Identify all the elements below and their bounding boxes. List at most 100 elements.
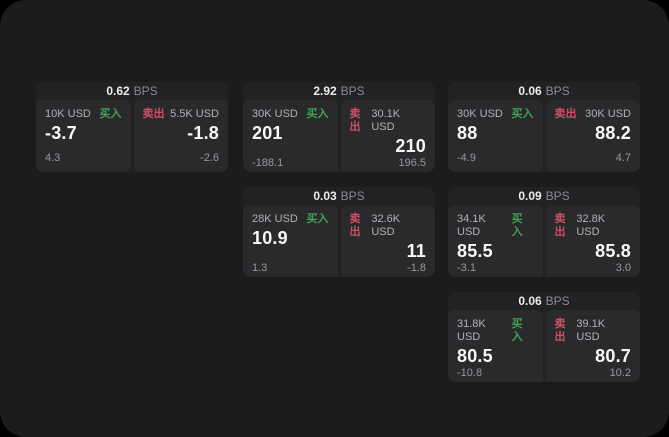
sell-tile[interactable]: 卖出 39.1K USD 80.7 10.2 bbox=[545, 310, 640, 382]
buy-price: 85.5 bbox=[457, 241, 493, 261]
buy-label: 买入 bbox=[511, 318, 523, 343]
sell-price: -1.8 bbox=[187, 123, 219, 143]
buy-label: 买入 bbox=[511, 213, 523, 238]
spread-value: 2.92 bbox=[313, 84, 337, 98]
spread-value: 0.09 bbox=[518, 189, 542, 203]
quote-card: 0.06 BPS 30K USD 买入 88 -4.9 卖出 30K USD 8… bbox=[448, 82, 640, 172]
quote-card-body: 28K USD 买入 10.9 1.3 卖出 32.6K USD 11 -1.8 bbox=[243, 205, 435, 277]
sell-price: 210 bbox=[395, 136, 426, 156]
spread-value: 0.03 bbox=[313, 189, 337, 203]
buy-amount: 30K USD bbox=[457, 108, 503, 120]
spread-header: 0.06 BPS bbox=[448, 82, 640, 100]
buy-tile[interactable]: 10K USD 买入 -3.7 4.3 bbox=[36, 100, 131, 172]
buy-tile-header: 31.8K USD 买入 bbox=[457, 318, 534, 344]
buy-tile[interactable]: 30K USD 买入 88 -4.9 bbox=[448, 100, 543, 172]
spread-header: 0.03 BPS bbox=[243, 187, 435, 205]
sell-price: 80.7 bbox=[595, 346, 631, 366]
sell-price: 11 bbox=[406, 241, 426, 261]
spread-header: 2.92 BPS bbox=[243, 82, 435, 100]
sell-tile[interactable]: 卖出 30K USD 88.2 4.7 bbox=[545, 100, 640, 172]
spread-header: 0.09 BPS bbox=[448, 187, 640, 205]
sell-tile[interactable]: 卖出 5.5K USD -1.8 -2.6 bbox=[133, 100, 228, 172]
sell-tile[interactable]: 卖出 30.1K USD 210 196.5 bbox=[340, 100, 435, 172]
buy-tile[interactable]: 28K USD 买入 10.9 1.3 bbox=[243, 205, 338, 277]
sell-delta: 196.5 bbox=[398, 157, 426, 169]
buy-tile-header: 28K USD 买入 bbox=[252, 213, 329, 226]
sell-tile-header: 卖出 32.6K USD bbox=[350, 213, 427, 239]
sell-amount: 30.1K USD bbox=[371, 108, 401, 133]
buy-tile-header: 30K USD 买入 bbox=[457, 108, 534, 121]
quote-card-body: 31.8K USD 买入 80.5 -10.8 卖出 39.1K USD 80.… bbox=[448, 310, 640, 382]
quote-card: 2.92 BPS 30K USD 买入 201 -188.1 卖出 30.1K … bbox=[243, 82, 435, 172]
spread-value: 0.06 bbox=[518, 294, 542, 308]
spread-unit-label: BPS bbox=[545, 189, 570, 203]
quote-card-body: 30K USD 买入 88 -4.9 卖出 30K USD 88.2 4.7 bbox=[448, 100, 640, 172]
spread-header: 0.06 BPS bbox=[448, 292, 640, 310]
buy-label: 买入 bbox=[306, 108, 329, 120]
spread-unit-label: BPS bbox=[340, 189, 365, 203]
buy-amount: 30K USD bbox=[252, 108, 298, 120]
buy-label: 买入 bbox=[511, 108, 534, 120]
sell-label: 卖出 bbox=[349, 213, 361, 238]
sell-tile-header: 卖出 32.8K USD bbox=[555, 213, 632, 239]
sell-price: 88.2 bbox=[595, 123, 631, 143]
quote-card: 0.62 BPS 10K USD 买入 -3.7 4.3 卖出 5.5K USD… bbox=[36, 82, 228, 172]
sell-label: 卖出 bbox=[142, 108, 165, 120]
sell-delta: -1.8 bbox=[407, 262, 426, 274]
sell-delta: 10.2 bbox=[609, 367, 631, 379]
sell-label: 卖出 bbox=[554, 213, 566, 238]
sell-tile[interactable]: 卖出 32.6K USD 11 -1.8 bbox=[340, 205, 435, 277]
sell-tile-header: 卖出 5.5K USD bbox=[143, 108, 220, 121]
spread-value: 0.06 bbox=[518, 84, 542, 98]
spread-unit-label: BPS bbox=[545, 84, 570, 98]
buy-amount: 31.8K USD bbox=[457, 318, 486, 343]
sell-label: 卖出 bbox=[554, 108, 577, 120]
spread-header: 0.62 BPS bbox=[36, 82, 228, 100]
spread-unit-label: BPS bbox=[545, 294, 570, 308]
quote-card-body: 30K USD 买入 201 -188.1 卖出 30.1K USD 210 1… bbox=[243, 100, 435, 172]
buy-tile-header: 10K USD 买入 bbox=[45, 108, 122, 121]
sell-tile-header: 卖出 39.1K USD bbox=[555, 318, 632, 344]
sell-delta: 3.0 bbox=[615, 262, 631, 274]
sell-amount: 32.8K USD bbox=[576, 213, 606, 238]
sell-amount: 39.1K USD bbox=[576, 318, 606, 343]
spread-value: 0.62 bbox=[106, 84, 130, 98]
buy-price: -3.7 bbox=[45, 123, 77, 143]
sell-label: 卖出 bbox=[554, 318, 566, 343]
quote-card-body: 34.1K USD 买入 85.5 -3.1 卖出 32.8K USD 85.8… bbox=[448, 205, 640, 277]
sell-price: 85.8 bbox=[595, 241, 631, 261]
buy-delta: -188.1 bbox=[252, 157, 284, 169]
spread-unit-label: BPS bbox=[133, 84, 158, 98]
buy-tile[interactable]: 30K USD 买入 201 -188.1 bbox=[243, 100, 338, 172]
buy-amount: 28K USD bbox=[252, 213, 298, 225]
sell-tile[interactable]: 卖出 32.8K USD 85.8 3.0 bbox=[545, 205, 640, 277]
buy-delta: -10.8 bbox=[457, 367, 483, 379]
buy-label: 买入 bbox=[306, 213, 329, 225]
buy-price: 10.9 bbox=[252, 228, 288, 248]
buy-delta: -4.9 bbox=[457, 152, 476, 164]
buy-delta: 1.3 bbox=[252, 262, 268, 274]
sell-label: 卖出 bbox=[349, 108, 361, 133]
buy-label: 买入 bbox=[99, 108, 122, 120]
sell-amount: 30K USD bbox=[585, 108, 631, 120]
sell-amount: 32.6K USD bbox=[371, 213, 401, 238]
sell-tile-header: 卖出 30K USD bbox=[555, 108, 632, 121]
buy-delta: 4.3 bbox=[45, 152, 61, 164]
sell-tile-header: 卖出 30.1K USD bbox=[350, 108, 427, 134]
buy-price: 80.5 bbox=[457, 346, 493, 366]
sell-delta: -2.6 bbox=[200, 152, 219, 164]
buy-tile[interactable]: 31.8K USD 买入 80.5 -10.8 bbox=[448, 310, 543, 382]
buy-price: 201 bbox=[252, 123, 283, 143]
buy-tile[interactable]: 34.1K USD 买入 85.5 -3.1 bbox=[448, 205, 543, 277]
buy-amount: 34.1K USD bbox=[457, 213, 486, 238]
sell-delta: 4.7 bbox=[615, 152, 631, 164]
buy-price: 88 bbox=[457, 123, 478, 143]
quote-card: 0.09 BPS 34.1K USD 买入 85.5 -3.1 卖出 32.8K… bbox=[448, 187, 640, 277]
buy-tile-header: 30K USD 买入 bbox=[252, 108, 329, 121]
quote-card: 0.06 BPS 31.8K USD 买入 80.5 -10.8 卖出 39.1… bbox=[448, 292, 640, 382]
buy-amount: 10K USD bbox=[45, 108, 91, 120]
buy-tile-header: 34.1K USD 买入 bbox=[457, 213, 534, 239]
quote-card: 0.03 BPS 28K USD 买入 10.9 1.3 卖出 32.6K US… bbox=[243, 187, 435, 277]
